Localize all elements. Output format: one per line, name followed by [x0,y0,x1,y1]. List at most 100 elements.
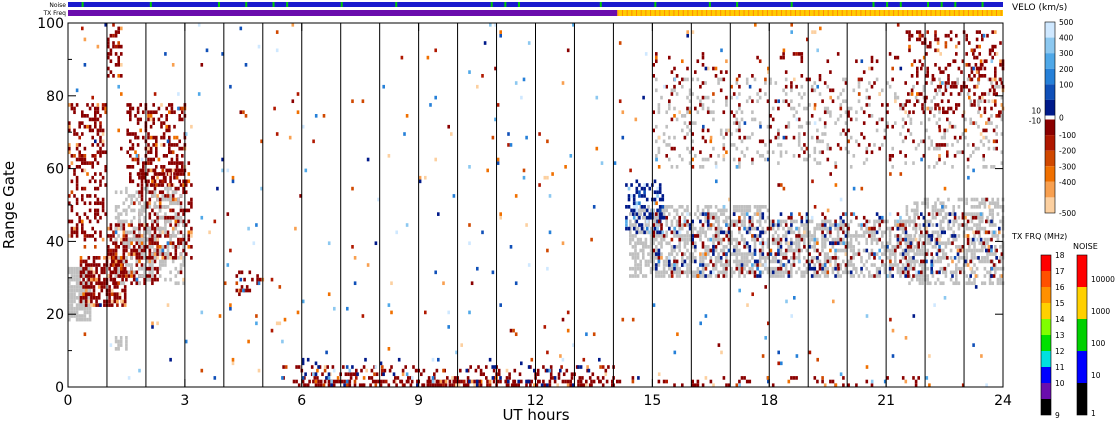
data-cell [107,55,110,60]
data-cell [401,383,405,388]
data-cell [686,124,689,129]
data-cell [969,121,972,125]
data-cell [782,256,785,260]
data-cell [748,208,752,213]
data-cell [991,30,994,34]
data-cell [862,70,866,74]
data-cell [424,175,427,180]
data-cell [629,237,632,242]
data-cell [829,248,832,253]
data-cell [957,197,961,202]
data-cell [611,379,614,384]
data-cell [875,219,879,224]
data-cell [119,343,123,347]
data-cell [130,223,133,227]
data-cell [868,95,871,100]
data-cell [627,205,631,209]
data-cell [999,256,1002,260]
data-cell [688,92,692,96]
data-cell [870,241,874,246]
data-cell [75,88,79,93]
data-cell [821,379,824,384]
data-cell [673,215,676,220]
data-cell [957,103,961,107]
data-cell [678,81,681,85]
data-cell [839,266,842,271]
data-cell [316,376,319,380]
data-cell [673,266,676,271]
data-cell [994,77,997,82]
data-cell [738,124,741,129]
data-cell [996,234,1000,238]
data-cell [771,274,775,278]
data-cell [86,124,89,129]
data-cell [844,245,848,249]
data-cell [823,223,827,227]
data-cell [642,208,645,213]
data-cell [753,245,757,249]
data-cell [151,234,154,238]
data-cell [649,226,653,231]
data-cell [949,37,953,42]
data-cell [761,237,765,242]
data-cell [983,66,987,71]
data-cell [857,84,861,89]
data-cell [655,252,658,256]
data-cell [345,383,349,388]
data-cell [83,234,87,238]
data-cell [525,383,528,388]
txfreq-bar-stripe [953,10,955,16]
data-cell [640,223,644,227]
data-cell [683,259,687,264]
data-cell [686,106,689,111]
data-cell [774,237,777,242]
data-cell [213,219,217,224]
data-cell [970,205,974,209]
data-cell [899,150,902,155]
data-cell [675,270,679,275]
data-cell [688,121,692,125]
data-cell [738,266,741,271]
data-cell [422,368,426,373]
data-cell [468,165,471,169]
data-cell [888,248,892,253]
data-cell [847,226,850,231]
data-cell [119,212,123,216]
data-cell [542,365,545,369]
data-cell [119,219,123,224]
data-cell [949,234,953,238]
data-cell [790,270,793,275]
data-cell [634,266,637,271]
data-cell [1000,274,1004,278]
data-cell [973,74,976,78]
data-cell [136,121,140,125]
data-cell [668,99,671,104]
data-cell [177,197,180,202]
data-cell [670,219,674,224]
data-cell [656,190,659,195]
data-cell [138,219,141,224]
data-cell [992,165,996,169]
data-cell [171,150,175,155]
data-cell [99,201,102,206]
data-cell [95,256,98,260]
data-cell [103,277,106,282]
data-cell [138,190,141,195]
data-cell [836,241,840,246]
data-cell [162,135,166,140]
data-cell [75,103,79,107]
data-cell [818,139,822,144]
data-cell [921,103,924,107]
data-cell [494,117,497,122]
data-cell [117,245,120,249]
data-cell [810,234,814,238]
data-cell [926,237,929,242]
data-cell [639,248,642,253]
data-cell [849,256,853,260]
data-cell [931,74,935,78]
data-cell [899,259,902,264]
data-cell [896,95,900,100]
data-cell [153,219,157,224]
data-cell [779,143,783,147]
data-cell [79,256,83,260]
